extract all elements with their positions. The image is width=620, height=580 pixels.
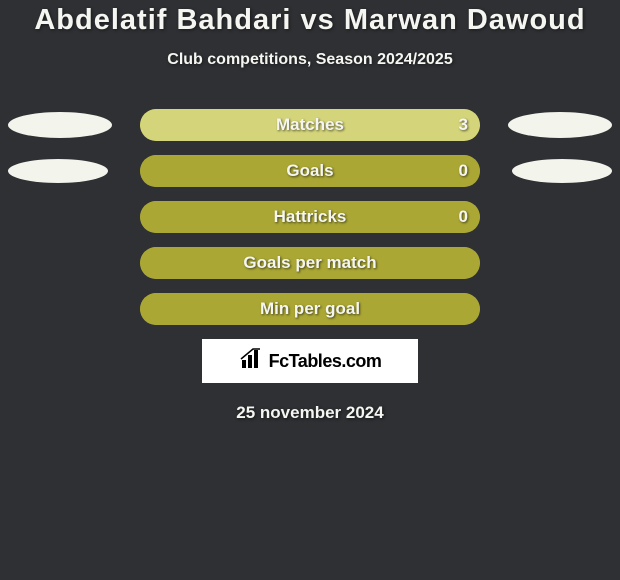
- stat-label: Goals per match: [140, 247, 480, 279]
- stat-row: Goals0: [0, 155, 620, 187]
- player-marker-right: [512, 159, 612, 183]
- player-marker-left: [8, 112, 112, 138]
- stat-label: Goals: [140, 155, 480, 187]
- date-line: 25 november 2024: [0, 403, 620, 423]
- stat-bar: Min per goal: [140, 293, 480, 325]
- stat-label: Hattricks: [140, 201, 480, 233]
- stat-label: Matches: [140, 109, 480, 141]
- stat-row: Matches3: [0, 109, 620, 141]
- stat-bar: Goals per match: [140, 247, 480, 279]
- comparison-infographic: Abdelatif Bahdari vs Marwan Dawoud Club …: [0, 0, 620, 580]
- stat-bar: Hattricks0: [140, 201, 480, 233]
- stat-value-right: 3: [459, 109, 468, 141]
- logo-text: FcTables.com: [269, 351, 382, 372]
- bar-chart-icon: [239, 348, 265, 375]
- stat-value-right: 0: [459, 201, 468, 233]
- logo-box: FcTables.com: [202, 339, 418, 383]
- stat-label: Min per goal: [140, 293, 480, 325]
- stat-row: Hattricks0: [0, 201, 620, 233]
- player-marker-left: [8, 159, 108, 183]
- player-marker-right: [508, 112, 612, 138]
- stat-row: Goals per match: [0, 247, 620, 279]
- stat-rows: Matches3Goals0Hattricks0Goals per matchM…: [0, 109, 620, 325]
- stat-row: Min per goal: [0, 293, 620, 325]
- stat-bar: Goals0: [140, 155, 480, 187]
- stat-value-right: 0: [459, 155, 468, 187]
- subtitle: Club competitions, Season 2024/2025: [0, 51, 620, 69]
- stat-bar: Matches3: [140, 109, 480, 141]
- page-title: Abdelatif Bahdari vs Marwan Dawoud: [0, 4, 620, 37]
